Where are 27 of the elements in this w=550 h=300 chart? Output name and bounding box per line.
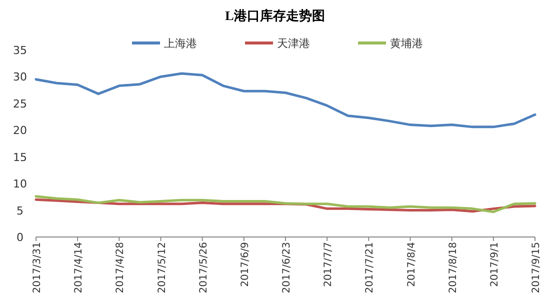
x-tick-label: 2017/4/28 [115, 242, 126, 294]
x-tick-label: 2017/9/15 [531, 242, 542, 294]
y-tick-label: 5 [16, 204, 24, 218]
x-tick-label: 2017/8/18 [448, 242, 459, 294]
x-tick-label: 2017/9/1 [489, 242, 500, 287]
x-tick-label: 2017/8/4 [406, 242, 418, 287]
line-series [34, 72, 536, 128]
y-tick-label: 10 [13, 178, 27, 191]
y-tick-label: 35 [13, 44, 27, 57]
y-tick-label: 25 [13, 97, 27, 110]
x-tick-label: 2017/7/7 [323, 242, 334, 287]
x-tick-label: 2017/5/26 [198, 242, 210, 294]
line-series [34, 195, 536, 214]
x-tick-label: 2017/6/23 [282, 242, 292, 294]
legend-label: 上海港 [164, 37, 197, 50]
y-tick-label: 30 [13, 70, 27, 84]
x-tick-label: 2017/4/14 [74, 242, 85, 294]
y-tick-label: 15 [13, 150, 27, 164]
legend-label: 天津港 [277, 37, 310, 50]
chart-title: L港口库存走势图 [225, 8, 325, 23]
x-tick-label: 2017/6/9 [240, 242, 251, 287]
x-tick-label: 2017/3/31 [32, 242, 43, 294]
x-tick-label: 2017/7/21 [364, 242, 376, 294]
legend-label: 黄埔港 [390, 37, 423, 50]
y-tick-label: 0 [16, 231, 24, 244]
y-tick-label: 20 [13, 124, 27, 138]
x-tick-label: 2017/5/12 [156, 242, 168, 294]
